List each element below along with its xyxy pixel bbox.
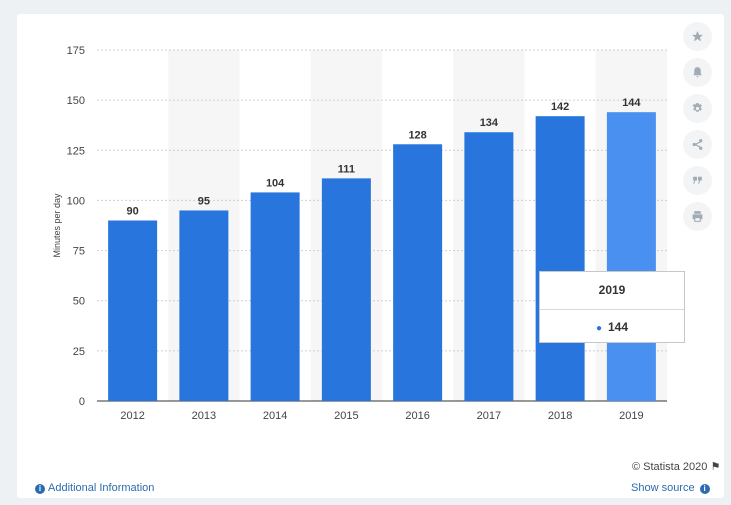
show-source-link[interactable]: Show source i (631, 482, 710, 494)
show-source-label: Show source (631, 482, 695, 494)
info-icon: i (699, 484, 710, 494)
x-tick-label: 2015 (334, 410, 358, 422)
bar (250, 192, 300, 401)
y-tick-label: 125 (67, 145, 85, 157)
info-icon: i (35, 484, 45, 494)
additional-information-link[interactable]: i Additional Information (35, 482, 154, 494)
bar-chart: 0 25 50 75 100 125 150 175 Minutes per day 90 2012… (52, 45, 667, 422)
star-icon (692, 31, 703, 42)
notification-button[interactable] (683, 58, 712, 87)
chart-card: 0 25 50 75 100 125 150 175 Minutes per day 90 2012… (17, 14, 724, 498)
data-label: 128 (408, 129, 426, 141)
x-tick-label: 2013 (192, 410, 216, 422)
data-label: 95 (198, 195, 210, 207)
x-tick-label: 2017 (477, 410, 501, 422)
favorite-button[interactable] (683, 22, 712, 51)
bar (321, 178, 371, 401)
copyright: © Statista 2020 ⚑ (632, 460, 720, 473)
bar (108, 220, 158, 401)
data-label: 104 (266, 177, 285, 189)
y-tick-label: 75 (73, 246, 85, 258)
tooltip-title: 2019 (540, 272, 684, 310)
print-icon (692, 211, 703, 222)
bell-icon (693, 67, 702, 78)
tooltip-body: ● 144 (540, 310, 684, 344)
bar (393, 144, 443, 402)
y-tick-label: 175 (67, 45, 85, 57)
x-tick-label: 2016 (405, 410, 429, 422)
x-tick-label: 2014 (263, 410, 287, 422)
share-button[interactable] (683, 130, 712, 159)
y-tick-label: 50 (73, 296, 85, 308)
series-dot-icon: ● (595, 323, 602, 334)
chart-tooltip: 2019 ● 144 (539, 271, 685, 343)
bar (606, 112, 656, 402)
x-tick-label: 2012 (120, 410, 144, 422)
data-label: 144 (622, 97, 641, 109)
settings-button[interactable] (683, 94, 712, 123)
print-button[interactable] (683, 202, 712, 231)
y-tick-label: 0 (79, 396, 85, 408)
y-axis-label: Minutes per day (52, 193, 62, 258)
bar (464, 132, 514, 401)
data-label: 134 (480, 117, 499, 129)
gear-icon (692, 103, 702, 112)
tooltip-value: 144 (608, 320, 629, 334)
bar (179, 210, 229, 401)
data-label: 142 (551, 101, 569, 113)
y-tick-label: 100 (67, 195, 85, 207)
x-tick-label: 2019 (619, 410, 643, 422)
copyright-text: © Statista 2020 (632, 461, 708, 473)
y-tick-label: 150 (67, 95, 85, 107)
data-label: 111 (338, 163, 355, 175)
cite-button[interactable] (683, 166, 712, 195)
share-icon (692, 139, 703, 150)
data-label: 90 (127, 205, 139, 217)
toolbar (683, 22, 712, 231)
quote-icon (693, 176, 702, 184)
flag-icon[interactable]: ⚑ (710, 461, 721, 473)
x-tick-label: 2018 (548, 410, 572, 422)
bar (535, 116, 585, 401)
y-tick-label: 25 (73, 346, 85, 358)
additional-information-label: Additional Information (48, 482, 155, 494)
